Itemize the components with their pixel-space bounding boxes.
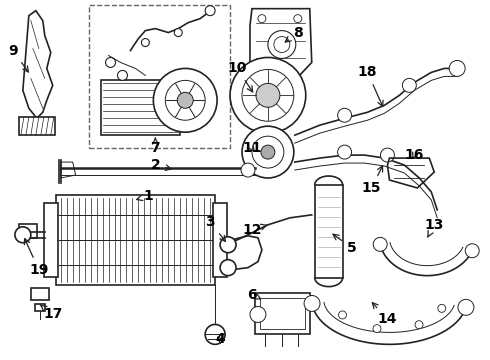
Text: 15: 15 xyxy=(362,166,383,195)
Text: 11: 11 xyxy=(242,141,262,155)
Circle shape xyxy=(268,31,296,58)
Circle shape xyxy=(415,321,423,329)
Circle shape xyxy=(174,28,182,37)
Circle shape xyxy=(438,305,446,312)
Bar xyxy=(260,298,305,329)
Bar xyxy=(213,203,227,276)
Circle shape xyxy=(373,237,387,251)
Text: 12: 12 xyxy=(242,223,267,237)
Circle shape xyxy=(338,108,352,122)
Circle shape xyxy=(230,58,306,133)
Circle shape xyxy=(220,237,236,253)
Text: 9: 9 xyxy=(8,44,28,72)
Circle shape xyxy=(373,325,381,333)
Circle shape xyxy=(278,68,286,76)
Text: 4: 4 xyxy=(215,332,225,346)
Bar xyxy=(19,224,37,238)
Circle shape xyxy=(250,306,266,323)
Text: 18: 18 xyxy=(358,66,383,107)
Circle shape xyxy=(118,71,127,80)
Circle shape xyxy=(15,227,31,243)
Circle shape xyxy=(338,145,352,159)
Bar xyxy=(56,195,215,285)
Bar xyxy=(35,303,45,311)
Text: 3: 3 xyxy=(205,215,225,242)
Circle shape xyxy=(220,260,236,276)
Circle shape xyxy=(258,15,266,23)
Text: 6: 6 xyxy=(247,288,261,302)
Circle shape xyxy=(304,296,320,311)
Circle shape xyxy=(177,92,193,108)
Text: 10: 10 xyxy=(227,62,253,92)
Circle shape xyxy=(242,126,294,178)
Text: 8: 8 xyxy=(285,26,303,42)
Text: 1: 1 xyxy=(137,189,153,203)
Bar xyxy=(315,185,343,278)
Bar xyxy=(100,80,180,135)
Circle shape xyxy=(252,136,284,168)
Bar xyxy=(44,203,58,276)
Circle shape xyxy=(380,148,394,162)
Circle shape xyxy=(274,37,290,53)
Circle shape xyxy=(205,324,225,345)
Bar xyxy=(31,288,49,300)
Text: 5: 5 xyxy=(333,234,356,255)
Text: 13: 13 xyxy=(424,218,444,237)
Text: 17: 17 xyxy=(40,305,62,321)
Circle shape xyxy=(339,311,346,319)
Circle shape xyxy=(205,6,215,15)
Circle shape xyxy=(294,15,302,23)
Text: 19: 19 xyxy=(24,239,49,276)
Circle shape xyxy=(465,244,479,258)
Circle shape xyxy=(153,68,217,132)
Text: 16: 16 xyxy=(405,148,424,162)
Text: 14: 14 xyxy=(372,303,397,327)
Bar xyxy=(19,117,55,135)
Circle shape xyxy=(105,58,116,67)
Circle shape xyxy=(256,84,280,107)
Bar xyxy=(255,293,310,334)
Circle shape xyxy=(241,163,255,177)
Circle shape xyxy=(142,39,149,46)
Circle shape xyxy=(449,60,465,76)
Circle shape xyxy=(242,69,294,121)
Circle shape xyxy=(261,145,275,159)
Circle shape xyxy=(458,300,474,315)
Circle shape xyxy=(402,78,416,92)
Text: 7: 7 xyxy=(150,138,160,155)
Circle shape xyxy=(165,80,205,120)
Bar xyxy=(89,5,230,148)
Text: 2: 2 xyxy=(150,158,171,172)
